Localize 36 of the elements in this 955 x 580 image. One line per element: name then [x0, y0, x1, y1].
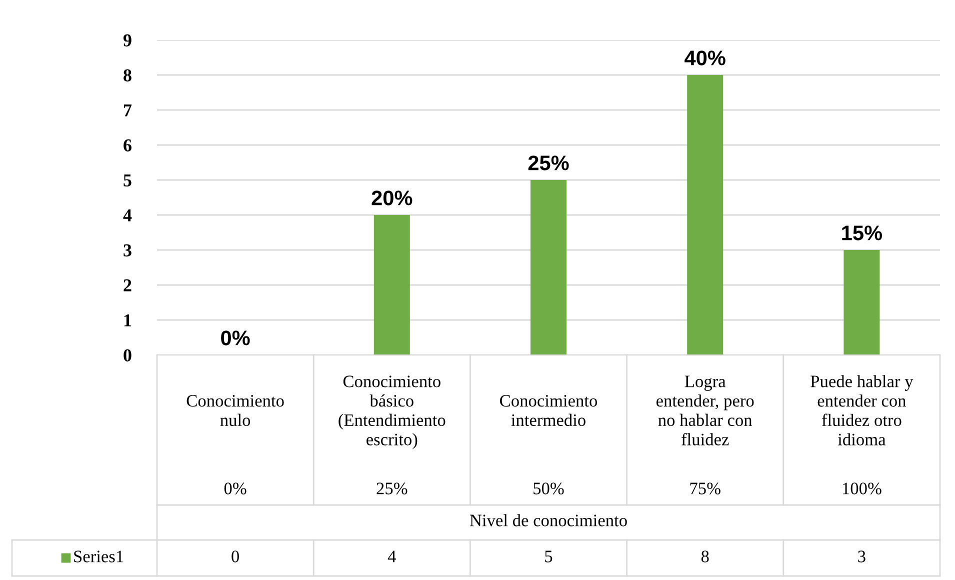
data-label: 8 — [701, 550, 709, 562]
y-tick-label: 9 — [123, 34, 132, 46]
y-tick-label: 4 — [123, 209, 132, 222]
x-tick-label: Conocimiento nulo — [186, 395, 284, 426]
y-tick-label: 6 — [124, 139, 132, 152]
y-tick-label: 8 — [124, 69, 132, 82]
annotation: 0% — [221, 330, 250, 346]
legend-label: Series1 — [74, 550, 124, 562]
x-axis-title: Nivel de conocimiento — [470, 514, 627, 526]
bar — [687, 75, 724, 355]
y-tick-label: 0 — [124, 349, 132, 362]
data-label: 3 — [858, 550, 866, 562]
data-label: 4 — [388, 550, 396, 562]
x-tick-label: Conocimiento básico (Entendimiento escrito) — [338, 376, 446, 449]
text: 25% — [376, 482, 408, 494]
data-label: 0 — [232, 550, 239, 562]
y-tick-label: 1 — [124, 314, 132, 326]
text: 0% — [224, 482, 246, 494]
y-tick-label: 2 — [124, 279, 132, 292]
y-tick-label: 5 — [124, 174, 132, 186]
annotation: 40% — [684, 50, 726, 66]
y-tick-label: 3 — [124, 244, 132, 256]
text: 50% — [534, 482, 564, 494]
x-tick-label: Puede hablar y entender con fluidez otro idioma — [810, 375, 914, 446]
bar — [530, 180, 567, 355]
bar — [844, 250, 880, 355]
annotation: 20% — [372, 190, 412, 206]
x-tick-label: Logra entender, pero no hablar con fluidez — [656, 376, 754, 446]
annotation: 15% — [842, 226, 882, 240]
bar — [374, 215, 410, 355]
text: 100% — [842, 482, 882, 494]
y-tick-label: 7 — [124, 104, 132, 116]
x-tick-label: Conocimiento intermedio — [500, 395, 598, 426]
text: 75% — [690, 482, 720, 494]
data-label: 5 — [545, 550, 552, 562]
annotation: 25% — [528, 156, 569, 170]
